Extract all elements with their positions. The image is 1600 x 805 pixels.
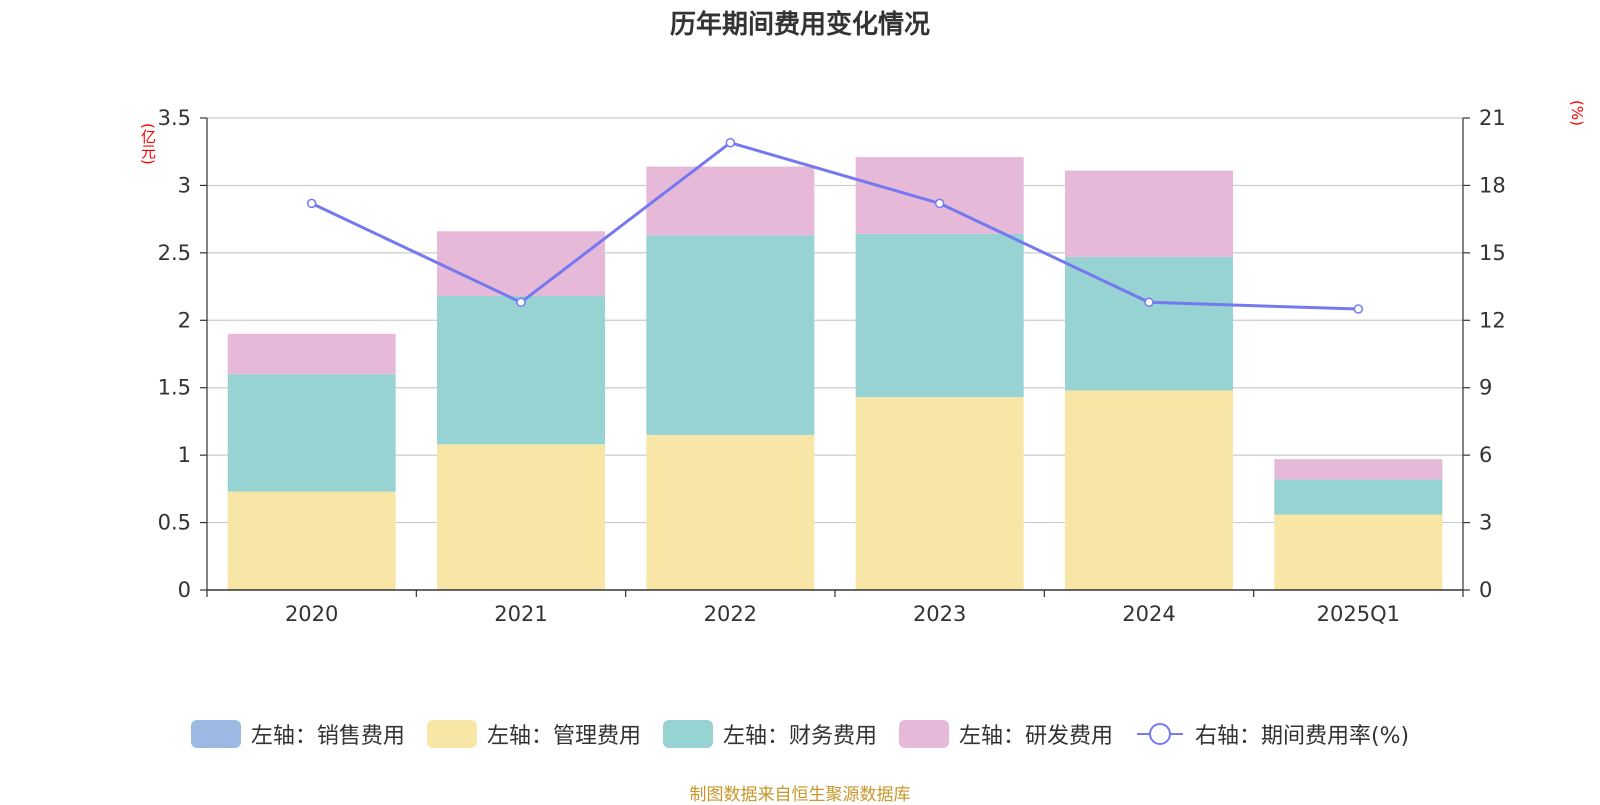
bar-finance-2024 (1065, 256, 1233, 391)
bar-rnd-2024 (1065, 170, 1233, 257)
right-axis-tick-label: 0 (1479, 578, 1492, 602)
right-axis-tick-label: 9 (1479, 376, 1492, 400)
expense-rate-point-2025Q1 (1353, 304, 1364, 314)
legend-swatch-admin (426, 720, 477, 748)
bar-finance-2025Q1 (1274, 479, 1443, 515)
expense-rate-line (311, 141, 1359, 311)
legend-label-sales: 左轴：销售费用 (250, 724, 405, 749)
legend: 左轴：销售费用 左轴：管理费用 左轴：财务费用 左轴：研发费用 右轴：期间费用率… (0, 718, 1600, 750)
bar-finance-2021 (437, 296, 605, 445)
right-axis-tick-label: 3 (1479, 511, 1492, 535)
legend-swatch-sales (190, 720, 241, 748)
bar-admin-2020 (227, 491, 396, 590)
left-axis-tick-label: 2 (178, 308, 191, 332)
bar-rnd-2025Q1 (1274, 459, 1443, 480)
bar-rnd-2021 (437, 231, 605, 297)
right-axis-tick-label: 12 (1479, 308, 1506, 332)
data-source-note: 制图数据来自恒生聚源数据库 (689, 785, 911, 805)
x-axis-tick-label: 2020 (285, 602, 338, 626)
expense-rate-point-2023 (934, 198, 945, 209)
legend-swatch-rnd (898, 720, 949, 748)
bar-rnd-2020 (227, 333, 396, 375)
right-axis-unit: (%) (1568, 100, 1586, 126)
legend-item-expense-rate[interactable]: 右轴：期间费用率(%) (1135, 718, 1409, 750)
legend-label-finance: 左轴：财务费用 (722, 724, 877, 749)
left-axis-tick-label: 1 (178, 443, 191, 467)
bar-finance-2023 (855, 233, 1024, 398)
left-axis-tick-label: 0 (178, 578, 191, 602)
x-axis-tick-label: 2024 (1122, 602, 1175, 626)
legend-item-sales[interactable]: 左轴：销售费用 (190, 718, 405, 750)
right-axis-tick-label: 6 (1479, 443, 1492, 467)
right-axis-tick-label: 18 (1479, 173, 1506, 197)
bar-finance-2020 (227, 374, 396, 492)
legend-item-finance[interactable]: 左轴：财务费用 (662, 718, 877, 750)
left-axis-tick-label: 1.5 (158, 376, 191, 400)
bar-admin-2021 (437, 444, 605, 590)
expense-rate-point-2020 (306, 198, 317, 209)
bar-finance-2022 (646, 235, 815, 435)
chart-title: 历年期间费用变化情况 (669, 10, 930, 40)
left-axis-tick-label: 3 (178, 173, 191, 197)
left-axis-unit: (亿元) (139, 123, 157, 165)
expense-rate-point-2022 (725, 137, 736, 148)
legend-label-admin: 左轴：管理费用 (486, 724, 641, 749)
legend-label-rnd: 左轴：研发费用 (958, 724, 1113, 749)
expense-rate-point-2024 (1144, 297, 1154, 308)
bar-rnd-2022 (646, 166, 815, 236)
x-axis-tick-label: 2021 (494, 602, 547, 626)
x-axis-tick-label: 2025Q1 (1317, 602, 1400, 626)
bar-admin-2023 (855, 397, 1024, 590)
legend-item-admin[interactable]: 左轴：管理费用 (426, 718, 641, 750)
left-axis-tick-label: 2.5 (158, 241, 191, 265)
right-axis-tick-label: 15 (1479, 241, 1506, 265)
right-axis-tick-label: 21 (1479, 106, 1506, 130)
legend-line-marker-icon (1136, 723, 1183, 745)
bar-admin-2024 (1065, 390, 1233, 590)
x-axis-tick-label: 2023 (913, 602, 966, 626)
bar-admin-2022 (646, 434, 815, 590)
legend-item-rnd[interactable]: 左轴：研发费用 (898, 718, 1113, 750)
left-axis-tick-label: 0.5 (158, 511, 191, 535)
bar-rnd-2023 (855, 157, 1024, 234)
expense-rate-point-2021 (516, 297, 526, 308)
x-axis-tick-label: 2022 (704, 602, 757, 626)
left-axis-tick-label: 3.5 (158, 106, 191, 130)
legend-label-expense-rate: 右轴：期间费用率(%) (1194, 724, 1410, 749)
legend-swatch-finance (662, 720, 713, 748)
bar-admin-2025Q1 (1274, 514, 1443, 590)
